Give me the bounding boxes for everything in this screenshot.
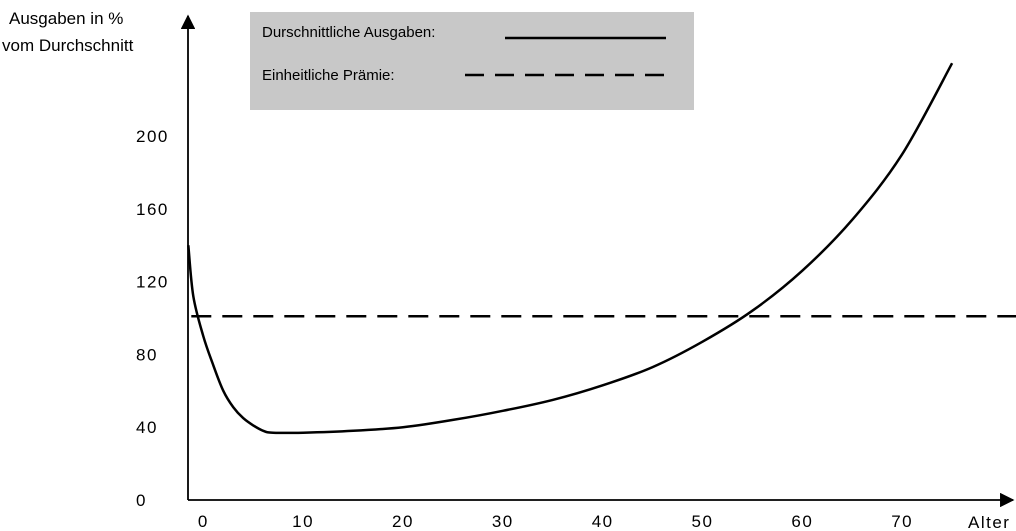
series-line-durchschnittliche-ausgaben [187, 62, 954, 435]
x-tick-label: 40 [592, 512, 614, 531]
x-tick-label: 50 [692, 512, 714, 531]
x-tick-label: 10 [292, 512, 314, 531]
x-tick-label: 70 [891, 512, 913, 531]
y-tick-label: 160 [136, 200, 169, 219]
y-tick-label: 80 [136, 345, 158, 364]
x-tick-label: 20 [392, 512, 414, 531]
x-tick-labels: 0 10 20 30 40 50 60 70 [198, 512, 913, 531]
legend-label-dashed: Einheitliche Prämie: [262, 67, 395, 84]
x-tick-label: 30 [492, 512, 514, 531]
legend-label-solid: Durschnittliche Ausgaben: [262, 24, 435, 41]
series-layer [187, 62, 1016, 435]
legend: Durschnittliche Ausgaben: Einheitliche P… [250, 12, 694, 110]
y-tick-label: 40 [136, 418, 158, 437]
y-tick-label: 120 [136, 273, 169, 292]
y-axis-title-line-1: Ausgaben in % [9, 9, 123, 28]
y-tick-labels: 0 40 80 120 160 200 [136, 127, 169, 510]
legend-box [250, 12, 694, 110]
x-tick-label: 60 [791, 512, 813, 531]
y-tick-label: 200 [136, 127, 169, 146]
y-axis-title-line-2: vom Durchschnitt [2, 36, 134, 55]
y-tick-label: 0 [136, 491, 147, 510]
x-tick-label: 0 [198, 512, 209, 531]
x-axis-title: Alter [968, 513, 1010, 531]
y-axis-title: Ausgaben in % vom Durchschnitt [2, 9, 134, 55]
